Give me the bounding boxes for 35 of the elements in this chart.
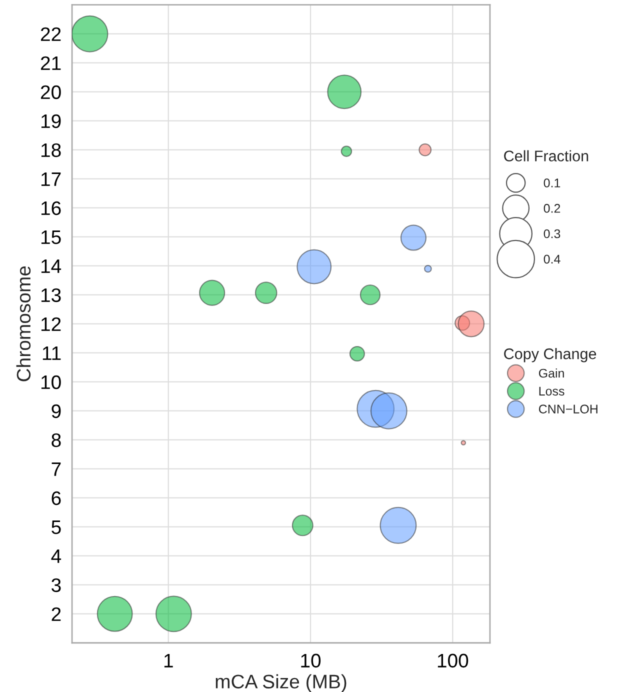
legend-label: Gain [538, 368, 564, 378]
y-axis-title: Chromosome [16, 266, 31, 382]
x-tick-label: 100 [438, 654, 468, 668]
y-tick-label: 19 [41, 114, 61, 128]
y-tick-label: 11 [42, 346, 61, 360]
legend-label: 0.2 [544, 204, 560, 213]
legend-label: 0.1 [544, 178, 560, 188]
y-tick-label: 9 [52, 404, 61, 418]
legend-title: Copy Change [504, 348, 596, 362]
text: Cell Fraction [504, 150, 588, 162]
legend-label: 0.4 [544, 254, 560, 264]
y-tick-label: 6 [52, 491, 61, 506]
y-tick-label: 3 [52, 578, 61, 592]
y-tick-label: 4 [51, 550, 62, 563]
y-tick-label: 18 [41, 143, 61, 158]
y-tick-label: 12 [41, 317, 61, 331]
y-tick-label: 14 [41, 260, 62, 273]
y-tick-label: 16 [41, 201, 61, 216]
y-tick-label: 5 [52, 520, 61, 534]
legend-label: CNN−LOH [538, 404, 598, 414]
y-tick-label: 15 [41, 230, 61, 244]
legend-label: Loss [539, 386, 564, 396]
x-tick-label: 10 [301, 654, 321, 668]
y-tick-label: 20 [40, 85, 61, 100]
x-tick-label: 1 [164, 654, 173, 668]
x-axis-title: mCA Size (MB) [216, 674, 346, 692]
y-tick-label: 17 [41, 172, 61, 186]
y-tick-label: 8 [52, 433, 61, 448]
y-tick-label: 22 [40, 27, 61, 41]
legend-label: 0.3 [544, 229, 560, 238]
y-tick-label: 10 [41, 375, 61, 390]
y-tick-label: 2 [52, 607, 61, 621]
y-tick-label: 7 [52, 462, 61, 476]
y-tick-label: 21 [40, 56, 61, 70]
y-tick-label: 13 [41, 288, 61, 302]
